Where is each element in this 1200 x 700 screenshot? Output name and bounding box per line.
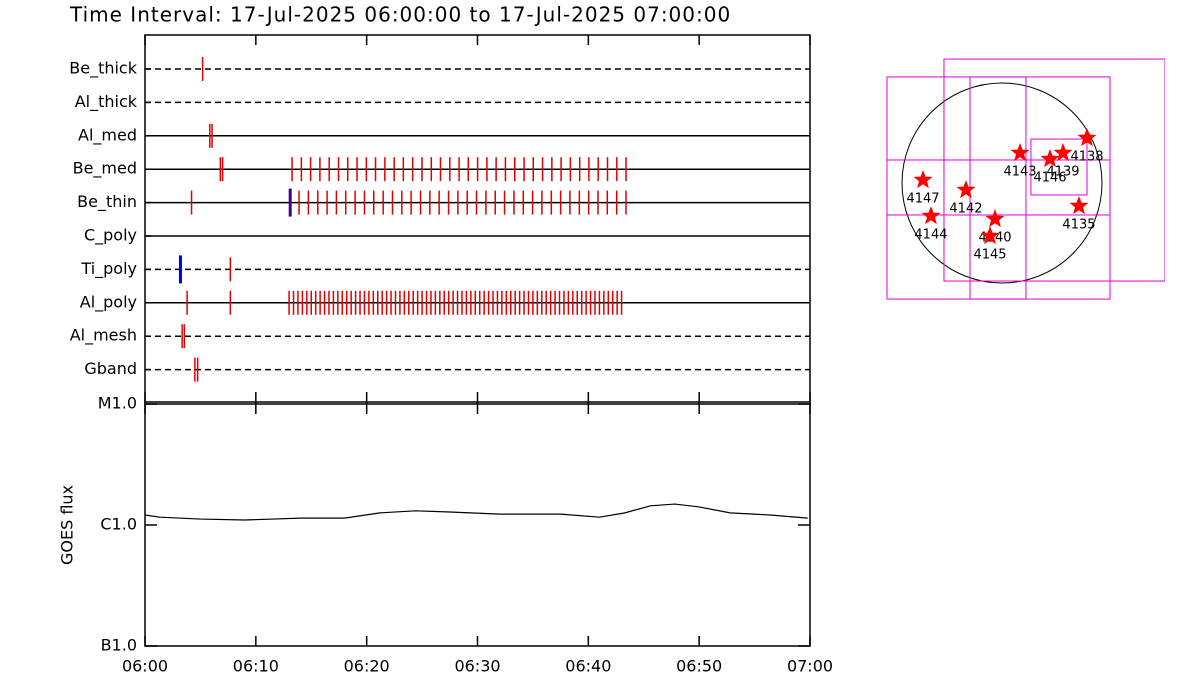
region-marker [985,209,1005,228]
filter-label: Al_thick [75,92,138,112]
fov-box [1030,138,1088,196]
chart-title: Time Interval: 17-Jul-2025 06:00:00 to 1… [69,3,731,27]
region-marker [1077,128,1097,147]
filter-label: C_poly [84,226,137,246]
goes-curve [144,503,808,521]
region-marker [913,170,933,189]
region-marker [1040,149,1060,168]
filter-label: Be_thick [69,59,137,79]
region-label: 4144 [914,228,947,243]
fov-box [969,76,1027,300]
y-axis-label: GOES flux [58,485,77,565]
region-marker [921,206,941,225]
x-tick-label: 06:50 [676,657,722,676]
fov-box [943,58,1165,282]
solar-limb [901,82,1103,284]
region-label: 4145 [973,248,1006,263]
region-marker [1069,196,1089,215]
region-label: 4146 [1033,171,1066,186]
y-tick-label: C1.0 [100,515,137,534]
filter-label: Gband [84,359,137,378]
region-marker [1010,143,1030,162]
filter-label: Al_poly [80,292,137,312]
region-label: 4142 [949,201,982,216]
region-label: 4143 [1003,165,1036,180]
region-label: 4135 [1062,218,1095,233]
timeline-frame [144,34,811,403]
goes-frame [144,403,811,647]
region-marker [1053,143,1073,162]
filter-label: Be_thin [77,192,137,212]
x-tick-label: 06:00 [122,657,168,676]
filter-label: Be_med [73,159,137,179]
fov-box [886,76,1111,300]
y-tick-label: M1.0 [98,394,137,413]
x-tick-label: 07:00 [787,657,833,676]
filter-label: Al_mesh [70,326,137,346]
region-marker [980,226,1000,245]
x-tick-label: 06:20 [344,657,390,676]
region-label: 4139 [1046,165,1079,180]
filter-label: Al_med [78,125,137,145]
filter-label: Ti_poly [80,259,137,279]
x-tick-label: 06:30 [454,657,500,676]
region-label: 4138 [1070,150,1103,165]
x-tick-label: 06:10 [233,657,279,676]
fov-box [886,159,1111,216]
region-marker [956,180,976,199]
region-label: 4147 [906,191,939,206]
x-tick-label: 06:40 [565,657,611,676]
y-tick-label: B1.0 [101,636,137,655]
